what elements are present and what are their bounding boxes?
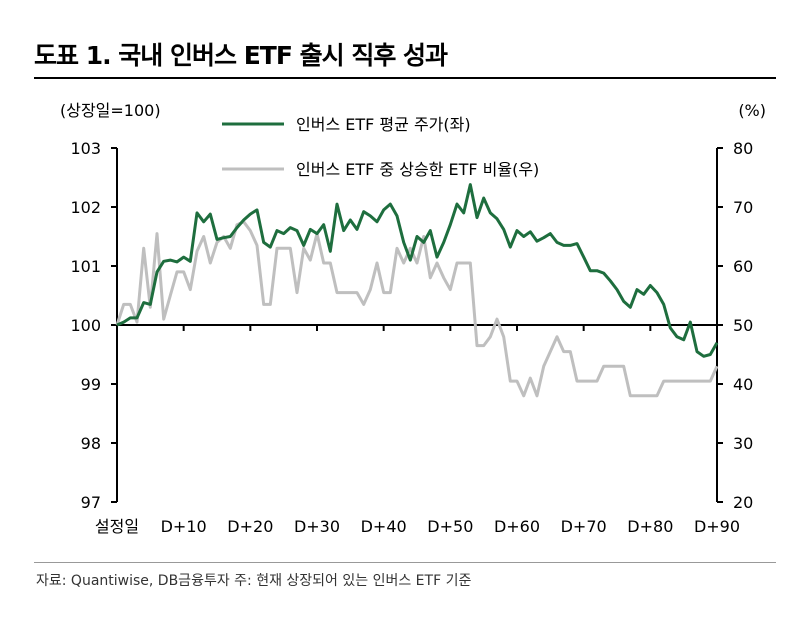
series-line-price — [116, 183, 719, 358]
right-axis-tick-label: 40 — [733, 375, 753, 394]
legend-label: 인버스 ETF 중 상승한 ETF 비율(우) — [296, 160, 539, 179]
x-axis-tick-label: D+80 — [627, 517, 673, 536]
x-axis-tick-label: D+40 — [361, 517, 407, 536]
source-note: 자료: Quantiwise, DB금융투자 주: 현재 상장되어 있는 인버스… — [36, 573, 472, 589]
x-axis-tick-label: D+90 — [694, 517, 740, 536]
right-axis-tick-label: 50 — [733, 316, 753, 335]
right-axis-tick-label: 70 — [733, 198, 753, 217]
x-axis-tick-label: D+50 — [427, 517, 473, 536]
x-axis-tick-label: D+70 — [561, 517, 607, 536]
left-axis-tick-label: 98 — [81, 434, 101, 453]
right-axis-tick-label: 80 — [733, 139, 753, 158]
x-axis-tick-label: 설정일 — [95, 517, 139, 536]
right-axis-tick-label: 60 — [733, 257, 753, 276]
right-axis-title: (%) — [738, 101, 766, 120]
x-axis-tick-label: D+20 — [227, 517, 273, 536]
left-axis-tick-label: 100 — [70, 316, 101, 335]
left-axis-title: (상장일=100) — [60, 101, 161, 120]
left-axis-tick-label: 101 — [70, 257, 101, 276]
legend-label: 인버스 ETF 평균 주가(좌) — [296, 115, 471, 134]
left-axis-tick-label: 97 — [81, 493, 101, 512]
x-axis-tick-label: D+30 — [294, 517, 340, 536]
left-axis-tick-label: 102 — [70, 198, 101, 217]
title-rule — [34, 77, 776, 79]
right-axis-tick-label: 30 — [733, 434, 753, 453]
source-rule — [34, 562, 776, 563]
series-line-ratio — [115, 220, 719, 398]
left-axis-tick-label: 99 — [81, 375, 101, 394]
chart-title: 도표 1. 국내 인버스 ETF 출시 직후 성과 — [34, 41, 448, 70]
right-axis-tick-label: 20 — [733, 493, 753, 512]
x-axis-tick-label: D+60 — [494, 517, 540, 536]
x-axis-tick-label: D+10 — [161, 517, 207, 536]
left-axis-tick-label: 103 — [70, 139, 101, 158]
